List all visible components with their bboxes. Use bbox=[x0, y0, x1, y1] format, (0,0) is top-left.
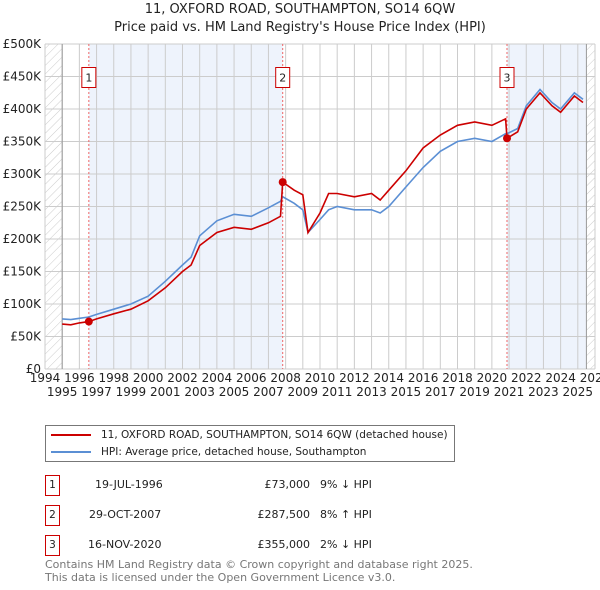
sale-price: £355,000 bbox=[257, 538, 311, 551]
sale-date: 19-JUL-1996 bbox=[95, 478, 163, 491]
x-tick-label: 2001 bbox=[150, 385, 181, 399]
x-tick-label: 1999 bbox=[116, 385, 147, 399]
sale-badge-label: 2 bbox=[279, 72, 286, 85]
x-tick-label: 2007 bbox=[253, 385, 284, 399]
x-tick-label: 2024 bbox=[545, 371, 576, 385]
x-tick-label: 1998 bbox=[98, 371, 129, 385]
footer-copyright: Contains HM Land Registry data © Crown c… bbox=[45, 558, 473, 571]
x-tick-label: 2014 bbox=[373, 371, 404, 385]
sale-badge-box bbox=[81, 67, 97, 88]
sale-row: 3 16-NOV-2020 £355,000 2% ↓ HPI bbox=[45, 535, 465, 556]
legend: 11, OXFORD ROAD, SOUTHAMPTON, SO14 6QW (… bbox=[45, 425, 455, 462]
sale-hpi-diff: 9% ↓ HPI bbox=[320, 478, 372, 491]
sale-badge-label: 1 bbox=[85, 72, 92, 85]
x-tick-label: 2010 bbox=[305, 371, 336, 385]
x-tick-label: 2015 bbox=[391, 385, 422, 399]
legend-item-hpi: HPI: Average price, detached house, Sout… bbox=[51, 446, 366, 458]
legend-swatch-property bbox=[51, 434, 91, 436]
y-tick-label: £50K bbox=[10, 330, 42, 344]
x-tick-label: 2003 bbox=[184, 385, 215, 399]
sale-point bbox=[278, 178, 287, 187]
sale-badge: 1 bbox=[45, 475, 60, 496]
sale-hpi-diff: 8% ↑ HPI bbox=[320, 508, 372, 521]
x-tick-label: 2026 bbox=[580, 371, 600, 385]
x-tick-label: 2002 bbox=[167, 371, 198, 385]
price-chart: 1994199519961997199819992000200120022003… bbox=[3, 37, 600, 399]
y-tick-label: £400K bbox=[3, 102, 43, 116]
footer: Contains HM Land Registry data © Crown c… bbox=[45, 558, 473, 584]
x-tick-label: 1996 bbox=[64, 371, 95, 385]
sale-row: 1 19-JUL-1996 £73,000 9% ↓ HPI bbox=[45, 475, 465, 496]
x-tick-label: 2017 bbox=[425, 385, 456, 399]
x-tick-label: 2000 bbox=[133, 371, 164, 385]
x-tick-label: 2021 bbox=[494, 385, 525, 399]
x-tick-label: 2009 bbox=[288, 385, 319, 399]
sale-badge: 2 bbox=[45, 505, 60, 526]
x-tick-label: 2020 bbox=[477, 371, 508, 385]
footer-licence: This data is licensed under the Open Gov… bbox=[45, 571, 396, 584]
y-tick-label: £500K bbox=[3, 37, 43, 51]
x-tick-label: 2005 bbox=[219, 385, 250, 399]
sale-price: £73,000 bbox=[264, 478, 311, 491]
sale-date: 29-OCT-2007 bbox=[89, 508, 162, 521]
sale-badge: 3 bbox=[45, 535, 60, 556]
x-tick-label: 1997 bbox=[81, 385, 112, 399]
x-tick-label: 2023 bbox=[528, 385, 559, 399]
sale-point bbox=[84, 317, 93, 326]
x-tick-label: 2004 bbox=[202, 371, 233, 385]
x-tick-label: 2012 bbox=[339, 371, 370, 385]
y-tick-label: £150K bbox=[3, 265, 43, 279]
y-tick-label: £250K bbox=[3, 200, 43, 214]
x-tick-label: 2025 bbox=[563, 385, 594, 399]
y-tick-label: £450K bbox=[3, 70, 43, 84]
x-tick-label: 1995 bbox=[47, 385, 78, 399]
x-tick-label: 2022 bbox=[511, 371, 542, 385]
chart-title: 11, OXFORD ROAD, SOUTHAMPTON, SO14 6QW bbox=[144, 2, 456, 17]
sale-price: £287,500 bbox=[257, 508, 311, 521]
legend-swatch-hpi bbox=[51, 451, 91, 453]
sale-badge-label: 3 bbox=[504, 72, 511, 85]
x-tick-label: 2011 bbox=[322, 385, 353, 399]
legend-label-hpi: HPI: Average price, detached house, Sout… bbox=[101, 446, 367, 458]
y-tick-label: £200K bbox=[3, 232, 43, 246]
sale-date: 16-NOV-2020 bbox=[88, 538, 162, 551]
sale-point bbox=[503, 134, 511, 143]
x-tick-label: 2008 bbox=[270, 371, 301, 385]
legend-label-property: 11, OXFORD ROAD, SOUTHAMPTON, SO14 6QW (… bbox=[101, 429, 448, 441]
x-tick-label: 1994 bbox=[30, 371, 61, 385]
sale-hpi-diff: 2% ↓ HPI bbox=[320, 538, 372, 551]
x-tick-label: 2018 bbox=[442, 371, 473, 385]
sale-badge-box bbox=[275, 67, 291, 88]
x-tick-label: 2019 bbox=[459, 385, 490, 399]
x-tick-label: 2006 bbox=[236, 371, 267, 385]
sale-badge-box bbox=[499, 67, 515, 88]
sale-row: 2 29-OCT-2007 £287,500 8% ↑ HPI bbox=[45, 505, 465, 526]
y-tick-label: £350K bbox=[3, 135, 43, 149]
x-tick-label: 2016 bbox=[408, 371, 439, 385]
y-tick-label: £300K bbox=[3, 167, 43, 181]
y-tick-label: £100K bbox=[3, 297, 43, 311]
x-tick-label: 2013 bbox=[356, 385, 387, 399]
legend-item-property: 11, OXFORD ROAD, SOUTHAMPTON, SO14 6QW (… bbox=[51, 429, 448, 441]
chart-subtitle: Price paid vs. HM Land Registry's House … bbox=[114, 20, 486, 35]
y-tick-label: £0 bbox=[26, 362, 41, 376]
